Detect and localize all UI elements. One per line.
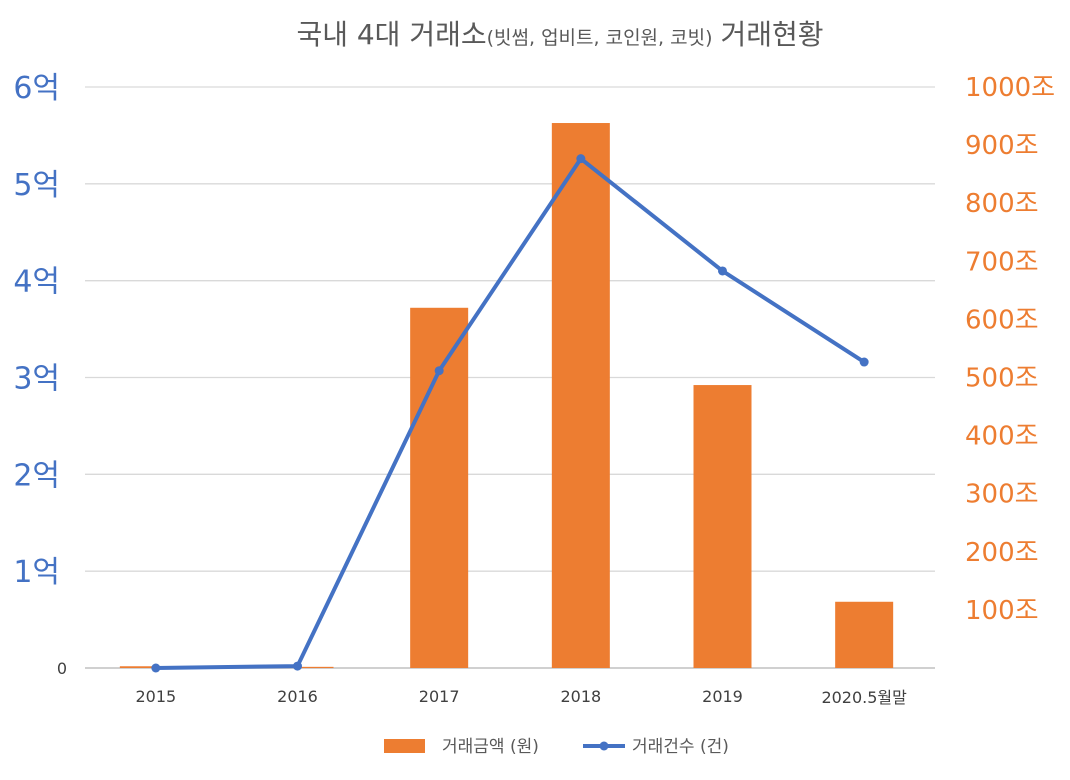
x-tick-label: 2016 [277, 687, 318, 706]
right-tick-label: 700조 [965, 247, 1039, 277]
left-tick-label: 3억 [13, 362, 60, 397]
left-tick-label: 6억 [13, 71, 60, 106]
right-tick-label: 200조 [965, 538, 1039, 568]
right-tick-label: 1000조 [965, 73, 1055, 103]
line-point [434, 366, 444, 376]
left-tick-label: 4억 [13, 265, 60, 300]
x-tick-label: 2015 [135, 687, 176, 706]
title-part: 국내 4대 거래소 [296, 18, 486, 51]
line-series [151, 154, 869, 673]
title-part: 거래현황 [721, 18, 824, 51]
x-tick-label: 2017 [419, 687, 460, 706]
right-tick-label: 500조 [965, 364, 1039, 394]
left-tick-label: 1억 [13, 555, 60, 590]
right-tick-label: 300조 [965, 480, 1039, 510]
bar-series [119, 123, 894, 669]
left-tick-label: 5억 [13, 168, 60, 203]
x-tick-label: 2018 [560, 687, 601, 706]
bar [693, 385, 752, 668]
legend-swatch-marker [599, 741, 609, 751]
right-tick-label: 900조 [965, 131, 1039, 161]
right-tick-label: 100조 [965, 596, 1039, 626]
legend-swatch-bar [384, 739, 425, 753]
left-tick-label: 0 [57, 659, 67, 678]
right-tick-label: 400조 [965, 422, 1039, 452]
x-tick-label: 2020.5월말 [821, 688, 907, 707]
line-point [859, 357, 869, 367]
right-tick-label: 800조 [965, 189, 1039, 219]
grid [85, 86, 935, 669]
title-part: (빗썸, 업비트, 코인원, 코빗) [487, 27, 713, 49]
chart-title: 국내 4대 거래소(빗썸, 업비트, 코인원, 코빗) 거래현황 [296, 18, 823, 51]
legend-label-bar: 거래금액 (원) [442, 737, 539, 757]
legend: 거래금액 (원) 거래건수 (건) [384, 737, 729, 757]
line-point [718, 266, 727, 276]
left-tick-label: 2억 [13, 458, 60, 493]
legend-label-line: 거래건수 (건) [632, 737, 729, 757]
line-point [576, 154, 586, 164]
axes: 0 1억 2억 3억 4억 5억 6억 100조 200조 300조 400조 500조 600조 700… [13, 71, 1055, 707]
series-line [155, 156, 866, 670]
bar [835, 601, 894, 668]
line-point [293, 661, 302, 671]
bar [410, 307, 469, 668]
bar [551, 123, 610, 669]
x-tick-label: 2019 [702, 687, 743, 706]
right-tick-label: 600조 [965, 305, 1039, 335]
line-point [151, 663, 161, 673]
